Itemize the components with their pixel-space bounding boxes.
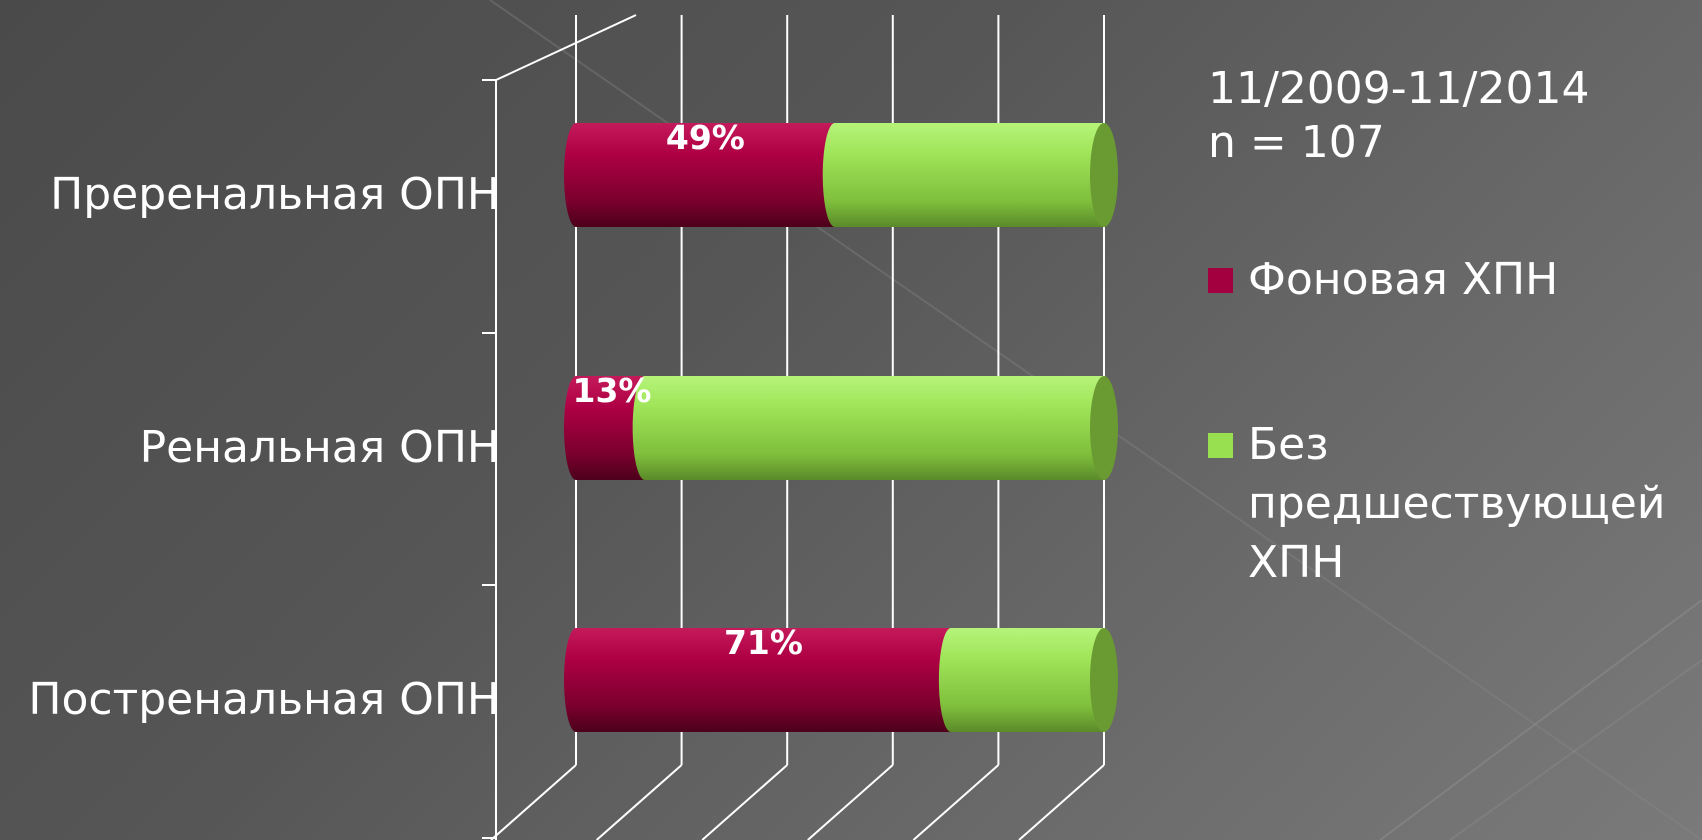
bar-background-ckd-2 (564, 376, 657, 480)
gridline-floor (701, 764, 788, 840)
bar-end-cap (1090, 376, 1118, 480)
category-label-1: Преренальная ОПН (50, 169, 500, 220)
chart-meta: 11/2009-11/2014 n = 107 (1208, 62, 1589, 170)
data-label-background-ckd-1: 49% (666, 118, 745, 157)
gridline-floor (490, 764, 577, 840)
category-label-3: Постренальная ОПН (28, 674, 500, 725)
gridline-floor (807, 764, 894, 840)
data-label-background-ckd-2: 13% (573, 371, 652, 410)
gridline-floor (595, 764, 683, 840)
bar-no-prior-ckd-1 (822, 123, 1116, 227)
gridline-floor (912, 764, 1000, 840)
bar-background-ckd-3 (564, 628, 963, 732)
data-label-background-ckd-3: 71% (724, 623, 803, 662)
bar-end-cap (1090, 123, 1118, 227)
legend-swatch-no-prior-ckd (1208, 433, 1233, 458)
category-label-2: Ренальная ОПН (140, 422, 500, 473)
legend-item-background-ckd: Фоновая ХПН (1208, 250, 1688, 309)
chart-legend: Фоновая ХПН Без предшествующей ХПН (1208, 250, 1688, 592)
bar-no-prior-ckd-2 (632, 376, 1116, 480)
bar-background-ckd-1 (564, 123, 847, 227)
legend-label-background-ckd: Фоновая ХПН (1248, 254, 1559, 305)
chart-labels: Преренальная ОПН 49% Ренальная ОПН 13% Постр… (28, 118, 803, 725)
bar-no-prior-ckd-3 (938, 628, 1116, 732)
legend-item-no-prior-ckd: Без предшествующей ХПН (1208, 415, 1688, 592)
bar-end-cap (1090, 628, 1118, 732)
gridline-floor (1018, 764, 1105, 840)
legend-swatch-background-ckd (1208, 268, 1233, 293)
sample-size-text: n = 107 (1208, 117, 1385, 168)
axis-top-edge (495, 14, 637, 81)
chart-bars (564, 123, 1118, 732)
period-text: 11/2009-11/2014 (1208, 63, 1590, 114)
legend-label-no-prior-ckd: Без предшествующей ХПН (1248, 419, 1666, 588)
